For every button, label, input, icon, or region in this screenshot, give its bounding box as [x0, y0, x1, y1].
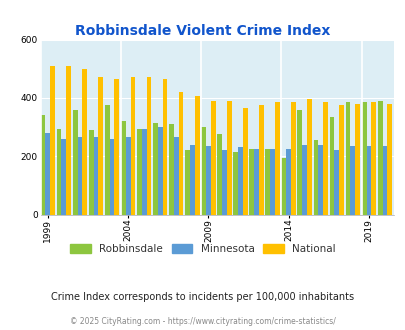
Bar: [210, 101, 215, 214]
Bar: [190, 145, 194, 214]
Bar: [61, 139, 66, 214]
Bar: [121, 121, 126, 214]
Bar: [329, 117, 334, 214]
Bar: [265, 149, 270, 214]
Bar: [306, 99, 311, 214]
Legend: Robbinsdale, Minnesota, National: Robbinsdale, Minnesota, National: [70, 244, 335, 254]
Bar: [233, 152, 237, 214]
Bar: [200, 127, 205, 214]
Bar: [254, 149, 258, 214]
Bar: [146, 78, 151, 214]
Bar: [136, 128, 141, 214]
Bar: [173, 137, 178, 214]
Bar: [126, 137, 130, 214]
Bar: [66, 66, 71, 214]
Bar: [290, 102, 295, 214]
Text: Robbinsdale Violent Crime Index: Robbinsdale Violent Crime Index: [75, 24, 330, 38]
Bar: [45, 133, 50, 214]
Bar: [93, 137, 98, 214]
Bar: [40, 115, 45, 214]
Text: © 2025 CityRating.com - https://www.cityrating.com/crime-statistics/: © 2025 CityRating.com - https://www.city…: [70, 317, 335, 326]
Bar: [89, 130, 93, 214]
Bar: [141, 128, 146, 214]
Bar: [297, 110, 302, 214]
Bar: [361, 102, 366, 214]
Bar: [345, 102, 350, 214]
Bar: [185, 150, 190, 214]
Text: Crime Index corresponds to incidents per 100,000 inhabitants: Crime Index corresponds to incidents per…: [51, 292, 354, 302]
Bar: [153, 123, 158, 214]
Bar: [158, 127, 162, 214]
Bar: [162, 79, 167, 214]
Bar: [237, 148, 242, 214]
Bar: [318, 145, 322, 214]
Bar: [354, 104, 359, 214]
Bar: [339, 105, 343, 214]
Bar: [77, 137, 82, 214]
Bar: [205, 146, 210, 214]
Bar: [334, 150, 339, 214]
Bar: [270, 149, 274, 214]
Bar: [313, 140, 318, 214]
Bar: [104, 105, 109, 214]
Bar: [194, 96, 199, 214]
Bar: [371, 102, 375, 214]
Bar: [302, 145, 306, 214]
Bar: [109, 139, 114, 214]
Bar: [242, 108, 247, 214]
Bar: [114, 79, 119, 214]
Bar: [286, 149, 290, 214]
Bar: [281, 158, 286, 214]
Bar: [382, 146, 386, 214]
Bar: [377, 101, 382, 214]
Bar: [130, 78, 135, 214]
Bar: [50, 66, 55, 214]
Bar: [258, 105, 263, 214]
Bar: [366, 146, 371, 214]
Bar: [274, 102, 279, 214]
Bar: [322, 102, 327, 214]
Bar: [217, 134, 222, 214]
Bar: [57, 128, 61, 214]
Bar: [98, 78, 103, 214]
Bar: [168, 124, 173, 214]
Bar: [222, 150, 226, 214]
Bar: [249, 149, 254, 214]
Bar: [82, 69, 87, 214]
Bar: [350, 146, 354, 214]
Bar: [226, 101, 231, 214]
Bar: [386, 104, 391, 214]
Bar: [178, 92, 183, 214]
Bar: [72, 110, 77, 214]
